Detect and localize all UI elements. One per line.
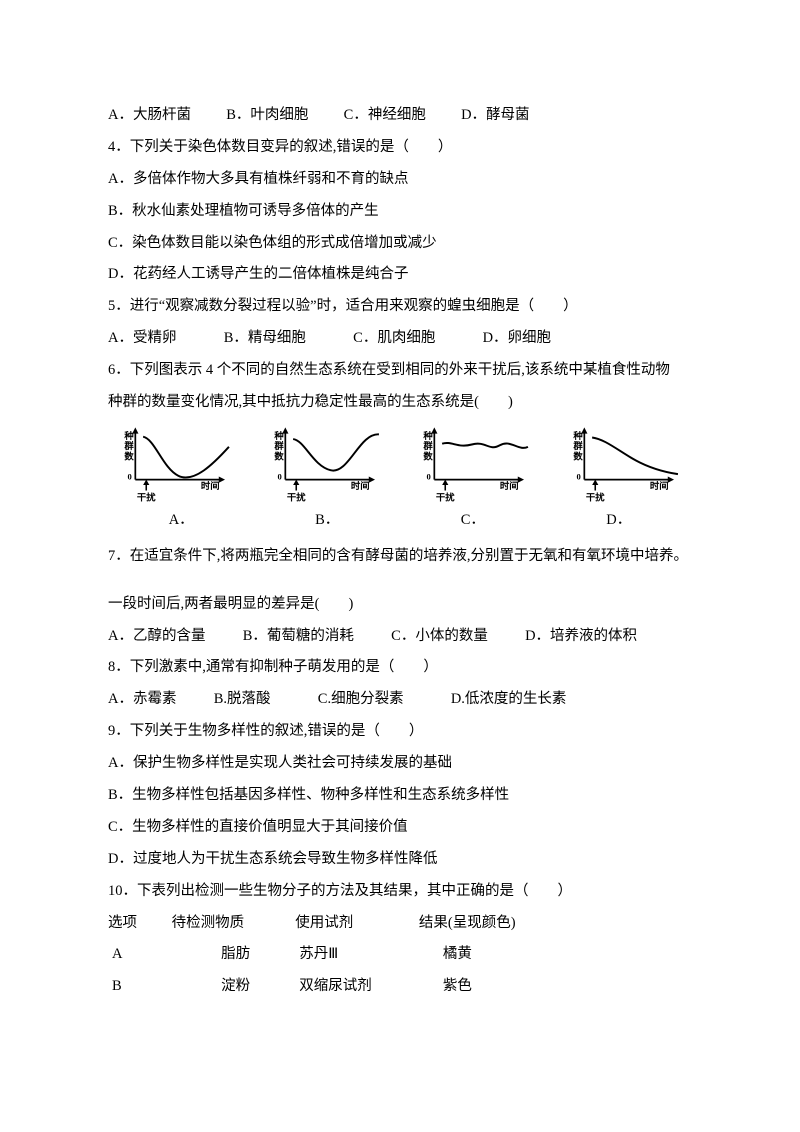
th-result: 结果(呈现颜色) [419, 908, 579, 940]
table-header-row: 选项 待检测物质 使用试剂 结果(呈现颜色) [108, 908, 692, 940]
q4-opt-d: D．花药经人工诱导产生的二倍体植株是纯合子 [108, 259, 692, 291]
q3-opt-d: D．酵母菌 [461, 100, 529, 132]
svg-text:0: 0 [128, 472, 132, 482]
svg-text:种: 种 [273, 430, 283, 442]
q3-options: A．大肠杆菌 B．叶肉细胞 C．神经细胞 D．酵母菌 [108, 100, 692, 132]
svg-text:种: 种 [572, 430, 582, 442]
q6-stem-line1: 6．下列图表示 4 个不同的自然生态系统在受到相同的外来干扰后,该系统中某植食性… [108, 355, 692, 387]
q3-opt-b: B．叶肉细胞 [226, 100, 308, 132]
q5-opt-b: B．精母细胞 [224, 323, 306, 355]
cell-reagent: 苏丹Ⅲ [299, 939, 419, 971]
q5-stem: 5．进行“观察减数分裂过程以验”时，适合用来观察的蝗虫细胞是（ ） [108, 291, 692, 323]
cell-opt: B [108, 971, 172, 1003]
q4-opt-a: A．多倍体作物大多具有植株纤弱和不育的缺点 [108, 164, 692, 196]
table-row: B 淀粉 双缩尿试剂 紫色 [108, 971, 692, 1003]
q7-opt-a: A．乙醇的含量 [108, 621, 205, 653]
svg-text:0: 0 [576, 472, 580, 482]
svg-text:种: 种 [123, 430, 133, 442]
q4-opt-b: B．秋水仙素处理植物可诱导多倍体的产生 [108, 196, 692, 228]
q6-label-d: D． [606, 505, 631, 537]
cell-substance: 淀粉 [176, 971, 296, 1003]
blank-line [108, 573, 692, 589]
q6-option-labels: A． B． C． D． [108, 505, 692, 537]
svg-text:时间: 时间 [650, 480, 669, 492]
chart-d: 种群数 0 干扰 时间 [557, 425, 692, 503]
page: A．大肠杆菌 B．叶肉细胞 C．神经细胞 D．酵母菌 4．下列关于染色体数目变异… [0, 0, 800, 1132]
svg-text:0: 0 [427, 472, 431, 482]
q4-stem: 4．下列关于染色体数目变异的叙述,错误的是（ ） [108, 132, 692, 164]
q5-options: A．受精卵 B．精母细胞 C．肌肉细胞 D．卵细胞 [108, 323, 692, 355]
q3-opt-c: C．神经细胞 [344, 100, 426, 132]
svg-text:群: 群 [273, 440, 284, 452]
th-reagent: 使用试剂 [295, 908, 415, 940]
q9-stem: 9．下列关于生物多样性的叙述,错误的是（ ） [108, 716, 692, 748]
q8-opt-c: C.细胞分裂素 [318, 684, 404, 716]
q8-options: A．赤霉素 B.脱落酸 C.细胞分裂素 D.低浓度的生长素 [108, 684, 692, 716]
q9-opt-a: A．保护生物多样性是实现人类社会可持续发展的基础 [108, 748, 692, 780]
svg-text:种: 种 [423, 430, 433, 442]
svg-text:0: 0 [277, 472, 281, 482]
q6-label-b: B． [315, 505, 339, 537]
svg-text:干扰: 干扰 [137, 492, 156, 503]
th-substance: 待检测物质 [172, 908, 292, 940]
q8-opt-d: D.低浓度的生长素 [451, 684, 567, 716]
table-row: A 脂肪 苏丹Ⅲ 橘黄 [108, 939, 692, 971]
svg-text:群: 群 [423, 440, 434, 452]
q7-stem-2: 一段时间后,两者最明显的差异是( ) [108, 589, 692, 621]
q9-opt-d: D．过度地人为干扰生态系统会导致生物多样性降低 [108, 844, 692, 876]
q5-opt-a: A．受精卵 [108, 323, 176, 355]
svg-text:时间: 时间 [201, 480, 220, 492]
chart-c: 种群数 0 干扰 时间 [407, 425, 542, 503]
chart-a: 种群数 0 干扰 时间 [108, 425, 243, 503]
cell-result: 紫色 [423, 971, 603, 1003]
svg-text:干扰: 干扰 [586, 492, 605, 503]
svg-text:数: 数 [572, 450, 583, 462]
svg-text:时间: 时间 [500, 480, 519, 492]
cell-opt: A [108, 939, 172, 971]
q10-stem: 10．下表列出检测一些生物分子的方法及其结果，其中正确的是（ ） [108, 876, 692, 908]
svg-text:群: 群 [572, 440, 583, 452]
q9-opt-b: B．生物多样性包括基因多样性、物种多样性和生态系统多样性 [108, 780, 692, 812]
q10-table: 选项 待检测物质 使用试剂 结果(呈现颜色) A 脂肪 苏丹Ⅲ 橘黄 B 淀粉 … [108, 908, 692, 1004]
svg-text:数: 数 [423, 450, 434, 462]
q5-opt-c: C．肌肉细胞 [353, 323, 435, 355]
q6-label-a: A． [169, 505, 194, 537]
q4-opt-c: C．染色体数目能以染色体组的形式成倍增加或减少 [108, 228, 692, 260]
svg-text:时间: 时间 [351, 480, 370, 492]
cell-result: 橘黄 [423, 939, 603, 971]
svg-text:干扰: 干扰 [436, 492, 455, 503]
q7-stem: 7．在适宜条件下,将两瓶完全相同的含有酵母菌的培养液,分别置于无氧和有氧环境中培… [108, 541, 692, 573]
th-option: 选项 [108, 908, 168, 940]
q5-opt-d: D．卵细胞 [483, 323, 551, 355]
q9-opt-c: C．生物多样性的直接价值明显大于其间接价值 [108, 812, 692, 844]
q7-opt-b: B．葡萄糖的消耗 [243, 621, 354, 653]
svg-text:干扰: 干扰 [287, 492, 306, 503]
chart-b: 种群数 0 干扰 时间 [258, 425, 393, 503]
svg-text:数: 数 [273, 450, 284, 462]
q8-stem: 8．下列激素中,通常有抑制种子萌发用的是（ ） [108, 652, 692, 684]
q6-label-c: C． [461, 505, 485, 537]
q8-opt-b: B.脱落酸 [214, 684, 271, 716]
q7-options: A．乙醇的含量 B．葡萄糖的消耗 C．小体的数量 D．培养液的体积 [108, 621, 692, 653]
q3-opt-a: A．大肠杆菌 [108, 100, 191, 132]
q7-opt-c: C．小体的数量 [391, 621, 488, 653]
cell-substance: 脂肪 [176, 939, 296, 971]
svg-text:群: 群 [123, 440, 134, 452]
chart-row: 种群数0干扰时间 种群数0干扰时间 种群数0干扰时间 种群数0干扰时间 [108, 425, 692, 503]
q6-stem-line2: 种群的数量变化情况,其中抵抗力稳定性最高的生态系统是( ) [108, 387, 692, 419]
svg-text:数: 数 [123, 450, 134, 462]
q8-opt-a: A．赤霉素 [108, 684, 176, 716]
cell-reagent: 双缩尿试剂 [299, 971, 419, 1003]
q7-opt-d: D．培养液的体积 [525, 621, 637, 653]
